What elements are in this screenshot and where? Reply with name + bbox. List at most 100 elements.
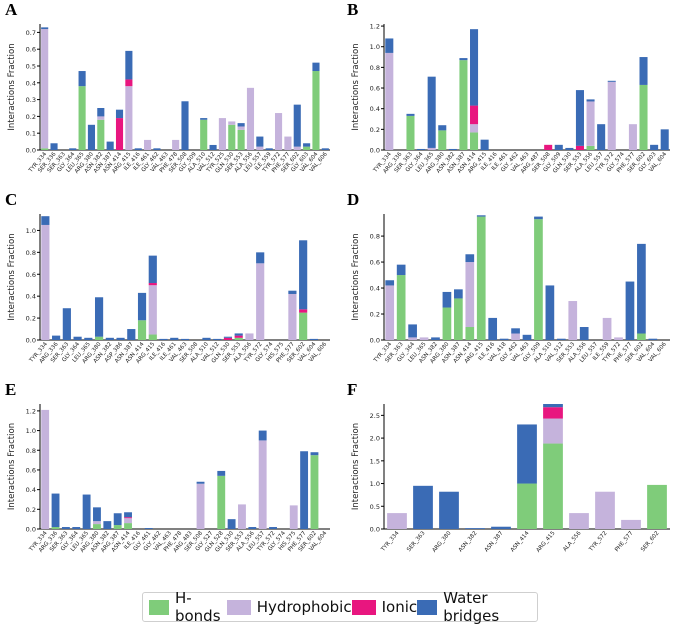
bar-e-arg-380-hydrophobic — [93, 521, 101, 525]
bar-d-gly-509-water-bridges — [534, 216, 543, 220]
bar-c-ala-510-water-bridges — [202, 337, 211, 340]
bar-a-leu-557-water-bridges — [256, 136, 264, 147]
x-tick-label: ALA_556 — [562, 530, 583, 553]
bar-c-val-512-water-bridges — [213, 338, 222, 340]
bar-d-val-512-water-bridges — [556, 338, 566, 340]
bar-b-asn-387-h-bonds — [459, 60, 468, 151]
bar-e-gln-530-water-bridges — [227, 519, 236, 529]
y-axis-label-b: Interactions Fraction — [351, 43, 361, 130]
bar-a-ile-559-water-bridges — [265, 148, 273, 150]
x-tick-label: ASN_382 — [458, 530, 479, 553]
y-tick-label: 0.6 — [26, 466, 36, 474]
bar-a-gly-603-water-bridges — [303, 143, 311, 147]
bar-c-ser-553-h-bonds — [234, 337, 243, 340]
bar-b-ser-602-water-bridges — [639, 57, 648, 85]
y-tick-label: 1.2 — [26, 407, 36, 415]
chart-panel-f: 0.0 0.5 1.0 1.5 2.0 2.5 Interactions Fraction T… — [351, 404, 670, 554]
bar-a-ser-553-water-bridges — [237, 123, 245, 127]
bar-e-ser-508-hydrophobic — [196, 483, 205, 529]
chart-panel-a: 0.0 0.1 0.2 0.3 0.4 0.5 0.6 0.7 Interactions Fra… — [7, 24, 330, 175]
bar-e-leu-557-water-bridges — [258, 430, 267, 441]
y-tick-label: 1.0 — [370, 43, 380, 51]
legend-item-ionic: Ionic — [351, 598, 417, 616]
bar-e-ser-363-water-bridges — [61, 527, 70, 529]
bar-a-val-604-h-bonds — [312, 71, 320, 150]
bar-c-phe-577-water-bridges — [288, 290, 297, 294]
y-tick-label: 0.5 — [370, 503, 380, 511]
bar-d-ala-510-water-bridges — [545, 285, 555, 340]
bar-e-ser-602-water-bridges — [310, 452, 319, 456]
bar-b-gln-530-water-bridges — [565, 147, 574, 150]
x-tick-label: ASN_387 — [484, 530, 505, 553]
bar-d-val-418-water-bridges — [499, 338, 509, 340]
y-tick-label: 0.5 — [26, 63, 36, 71]
bar-a-ser-602-hydrophobic — [293, 146, 301, 150]
y-tick-label: 0.6 — [26, 46, 36, 54]
bar-b-arg-380-h-bonds — [438, 130, 447, 150]
bar-d-asn-387-h-bonds — [454, 298, 463, 340]
bar-a-ala-556-hydrophobic — [246, 87, 255, 150]
x-tick-label: TYR_334 — [380, 530, 401, 553]
bar-b-asn-414-ionic — [470, 105, 479, 125]
bar-d-asn-387-water-bridges — [454, 289, 463, 299]
bar-b-asn-382-water-bridges — [448, 148, 457, 150]
bar-a-gly-462-water-bridges — [153, 148, 161, 150]
y-tick-label: 0.7 — [26, 29, 36, 37]
bar-c-asn-382-water-bridges — [105, 337, 114, 340]
y-tick-label: 0.4 — [26, 486, 36, 494]
bar-b-asn-414-water-bridges — [470, 29, 479, 106]
bar-b-val-604-water-bridges — [660, 129, 669, 150]
panel-letter-a: A — [5, 0, 18, 19]
bar-c-tyr-572-water-bridges — [256, 252, 265, 264]
chart-panel-b: 0.0 0.2 0.4 0.6 0.8 1.0 1.2 Interactions Fracti… — [351, 23, 670, 175]
bar-a-ala-510-h-bonds — [200, 119, 208, 150]
y-tick-label: 0.4 — [26, 293, 36, 301]
legend-swatch-hydrophobic — [226, 599, 251, 615]
bar-a-leu-365-h-bonds — [78, 86, 86, 150]
bar-a-asn-414-water-bridges — [115, 109, 124, 119]
bar-e-asn-414-water-bridges — [124, 512, 132, 518]
y-tick-label: 0.8 — [370, 233, 380, 241]
bar-b-leu-557-water-bridges — [597, 124, 606, 150]
bar-c-arg-336-water-bridges — [52, 335, 61, 340]
y-axis-label-f: Interactions Fraction — [351, 423, 361, 510]
bar-d-gly-364-hydrophobic — [408, 337, 417, 340]
bar-e-arg-336-h-bonds — [51, 527, 60, 529]
bar-a-phe-478-hydrophobic — [172, 139, 180, 150]
bar-b-gly-364-water-bridges — [417, 148, 426, 150]
panel-letter-e: E — [5, 380, 17, 399]
bar-a-tyr-334-hydrophobic — [41, 29, 49, 149]
bar-a-val-604-water-bridges — [312, 62, 320, 72]
bar-e-asn-382-water-bridges — [103, 521, 112, 529]
bar-e-his-575-hydrophobic — [289, 505, 298, 529]
y-axis-label-d: Interactions Fraction — [351, 233, 361, 320]
bar-e-gln-528-water-bridges — [217, 470, 226, 476]
bar-c-ser-553-water-bridges — [234, 333, 243, 336]
y-tick-label: 0.4 — [26, 79, 36, 87]
bar-e-ala-556-water-bridges — [248, 527, 257, 529]
legend-label-water-bridges: Water bridges — [443, 589, 500, 625]
bar-b-ser-363-h-bonds — [406, 115, 415, 150]
y-tick-label: 1.2 — [370, 23, 380, 31]
bar-f-tyr-334-hydrophobic — [387, 513, 407, 529]
bar-a-ile-461-hydrophobic — [144, 139, 152, 150]
y-tick-label: 0.2 — [370, 126, 380, 134]
bar-c-gln-530-ionic — [223, 337, 233, 340]
bar-a-arg-415-water-bridges — [125, 50, 133, 80]
bar-b-tyr-334-water-bridges — [385, 38, 394, 53]
bar-e-arg-380-h-bonds — [93, 524, 101, 529]
bar-d-ile-416-water-bridges — [488, 317, 498, 340]
bar-e-asn-414-hydrophobic — [124, 518, 132, 524]
panel-letter-c: C — [5, 190, 18, 209]
bar-b-ser-363-water-bridges — [406, 113, 415, 116]
bar-e-arg-387-water-bridges — [113, 513, 122, 526]
bar-d-val-604-water-bridges — [648, 338, 658, 340]
bar-f-phe-577-hydrophobic — [621, 519, 641, 529]
bar-d-ser-602-water-bridges — [637, 243, 646, 334]
y-axis-label-a: Interactions Fraction — [7, 43, 17, 130]
x-tick-label: TYR_572 — [588, 530, 609, 553]
legend-swatch-ionic — [351, 599, 376, 615]
bar-b-arg-415-water-bridges — [480, 139, 489, 150]
panel-letter-d: D — [347, 190, 360, 209]
